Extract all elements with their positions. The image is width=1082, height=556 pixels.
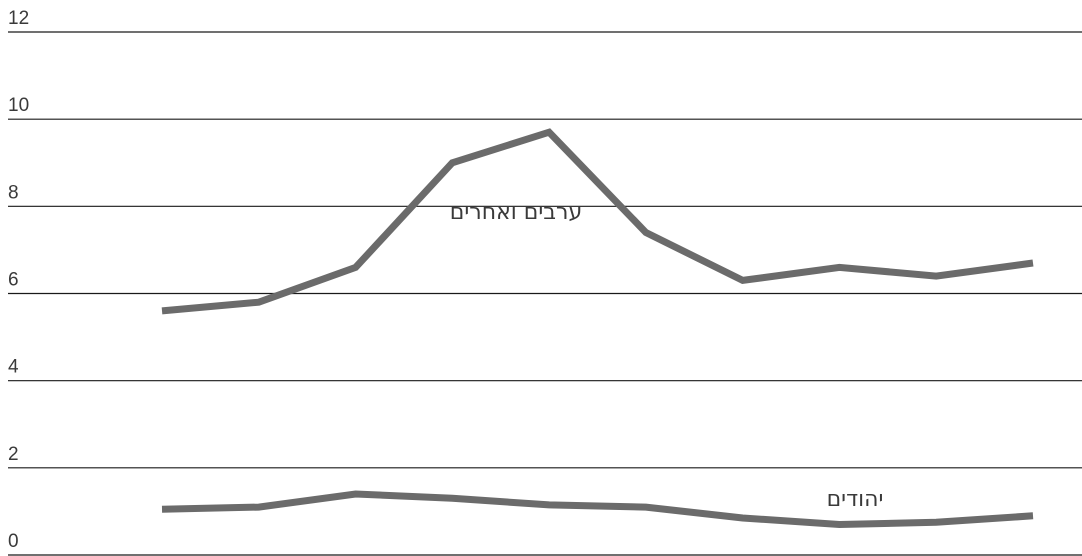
series-label-0: ערבים ואחרים	[450, 200, 582, 225]
y-tick-label-0: 0	[8, 531, 19, 552]
y-tick-label-10: 10	[8, 95, 29, 116]
series-lines	[161, 128, 1034, 529]
y-tick-label-2: 2	[8, 444, 19, 465]
series-line-0	[161, 128, 1034, 315]
y-tick-label-6: 6	[8, 270, 19, 291]
y-axis-tick-labels: 0 2 4 6 8 10 12	[8, 8, 29, 552]
series-label-1: יהודים	[827, 487, 884, 512]
series-labels: ערבים ואחרים יהודים	[450, 200, 884, 512]
series-line-1	[161, 490, 1034, 529]
gridlines	[8, 31, 1082, 556]
y-tick-label-12: 12	[8, 8, 29, 29]
y-tick-label-8: 8	[8, 182, 19, 203]
y-tick-label-4: 4	[8, 357, 19, 378]
